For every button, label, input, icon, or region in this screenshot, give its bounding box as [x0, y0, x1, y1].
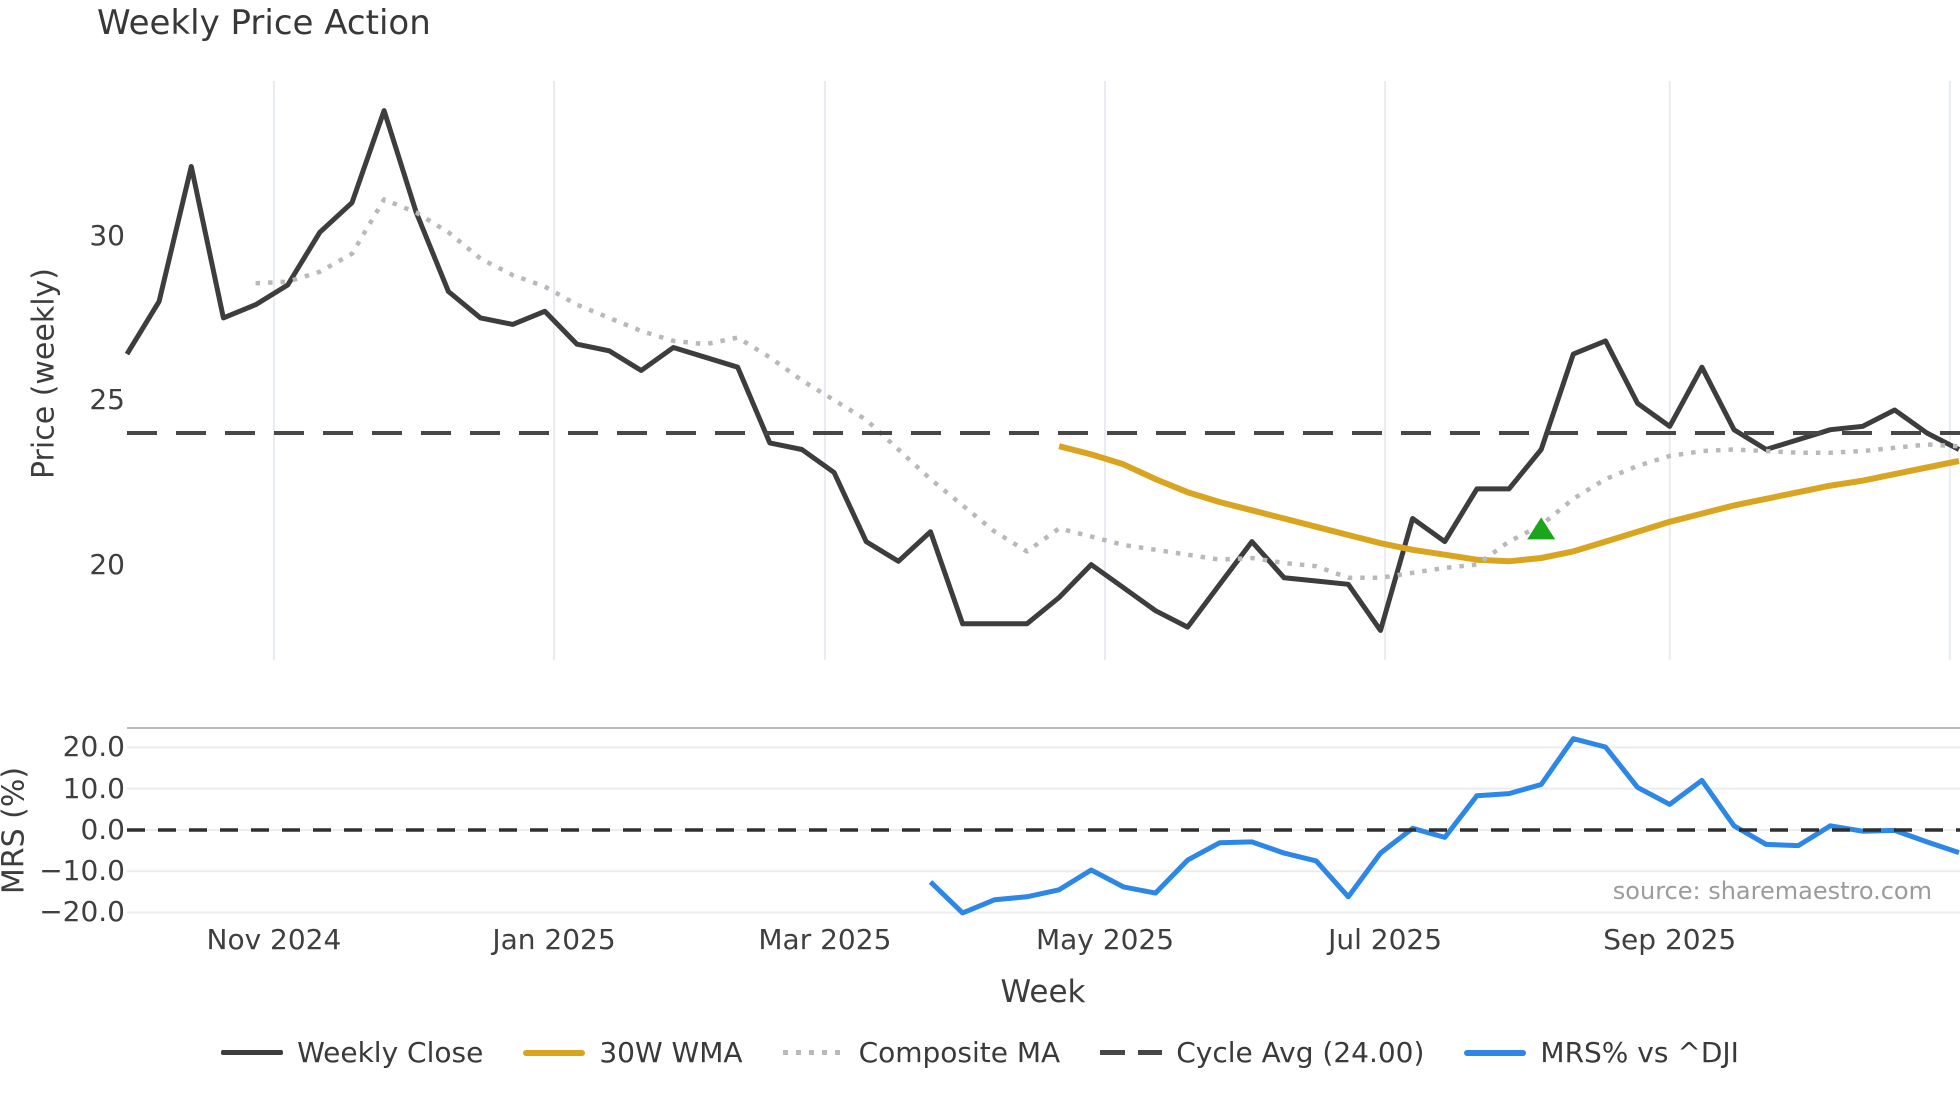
x-tick-label: Mar 2025	[758, 923, 892, 956]
dashed-dark-line-swatch	[1100, 1050, 1163, 1055]
x-tick-label: Jan 2025	[492, 923, 616, 956]
solid-gold-line-swatch	[523, 1049, 586, 1056]
mrs-tick-label: −10.0	[39, 854, 125, 888]
chart-legend: Weekly Close 30W WMA Composite MA Cycle …	[0, 1036, 1960, 1069]
legend-label: MRS% vs ^DJI	[1540, 1036, 1739, 1069]
solid-blue-line-swatch	[1464, 1049, 1527, 1056]
x-tick-label: Nov 2024	[206, 923, 342, 956]
price-axis-label: Price (weekly)	[26, 267, 62, 480]
solid-dark-line-swatch	[221, 1050, 284, 1055]
legend-label: Composite MA	[858, 1036, 1061, 1069]
legend-label: Cycle Avg (24.00)	[1176, 1036, 1425, 1069]
legend-item-composite-ma: Composite MA	[782, 1036, 1061, 1069]
composite-ma-line	[255, 197, 1960, 581]
legend-label: 30W WMA	[599, 1036, 743, 1069]
source-credit: source: sharemaestro.com	[1612, 877, 1932, 905]
legend-item-weekly-close: Weekly Close	[221, 1036, 483, 1069]
weekly-close-line	[124, 108, 1960, 633]
mrs-line	[928, 736, 1960, 916]
legend-item-cycle-avg: Cycle Avg (24.00)	[1100, 1036, 1424, 1069]
buy-signal-triangle-marker	[1527, 517, 1556, 540]
price-tick-label: 20	[89, 547, 125, 581]
legend-item-mrs: MRS% vs ^DJI	[1464, 1036, 1739, 1069]
dotted-gray-line-swatch	[782, 1050, 845, 1055]
mrs-tick-label: −20.0	[39, 895, 125, 929]
mrs-tick-label: 0.0	[80, 812, 125, 846]
legend-label: Weekly Close	[297, 1036, 484, 1069]
x-tick-label: Jul 2025	[1328, 923, 1443, 956]
x-tick-label: May 2025	[1035, 923, 1175, 956]
price-tick-label: 30	[89, 218, 125, 252]
chart-title: Weekly Price Action	[97, 3, 431, 43]
x-axis-label: Week	[1000, 974, 1086, 1010]
price-tick-label: 25	[89, 383, 125, 417]
mrs-tick-label: 10.0	[62, 771, 125, 805]
legend-item-30w-wma: 30W WMA	[523, 1036, 743, 1069]
x-tick-label: Sep 2025	[1603, 923, 1737, 956]
mrs-tick-label: 20.0	[62, 730, 125, 764]
wma-30w-line	[1058, 443, 1960, 565]
